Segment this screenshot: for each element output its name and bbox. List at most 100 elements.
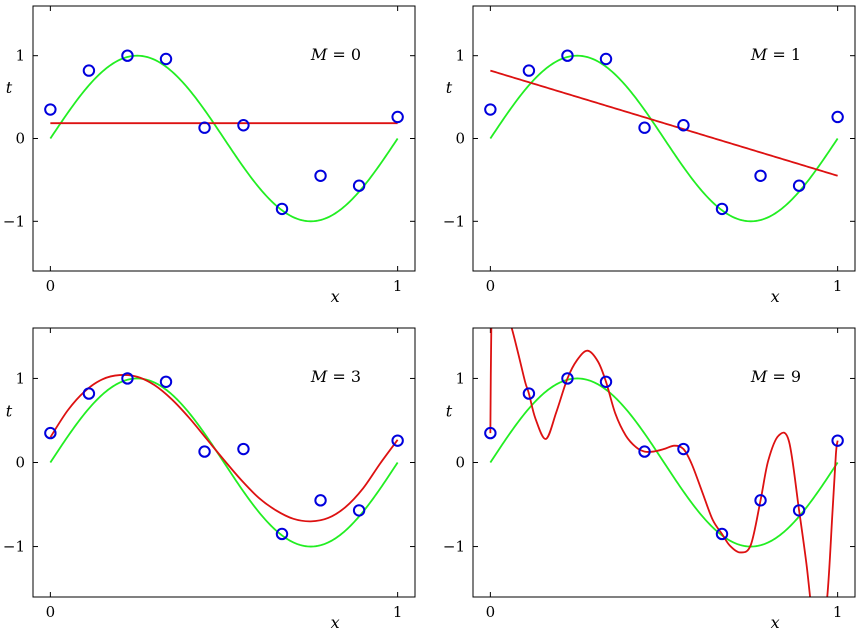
data-point <box>314 169 327 182</box>
data-point <box>522 387 536 400</box>
data-point <box>792 504 806 517</box>
y-axis-label: t <box>6 78 13 97</box>
data-point <box>314 494 327 507</box>
annotation-relation: = <box>327 367 351 386</box>
annotation-variable: M <box>750 367 768 386</box>
y-axis-label: t <box>446 401 453 420</box>
data-point <box>715 202 729 216</box>
data-point <box>561 372 574 385</box>
model-order-annotation: M = 1 <box>750 45 801 64</box>
plot-panel-2: 0 1 −1 0 1 x t M = 3 <box>3 327 416 630</box>
x-tick-label: 0 <box>486 277 496 295</box>
data-point <box>677 442 690 456</box>
data-point <box>677 119 690 132</box>
y-tick-label: 1 <box>455 369 465 387</box>
annotation-variable: M <box>750 45 768 64</box>
fitted-curve <box>49 374 399 523</box>
data-point <box>831 434 844 447</box>
data-point <box>159 375 173 388</box>
fitted-curve <box>489 328 839 597</box>
y-tick-label: 0 <box>455 130 465 148</box>
data-point <box>754 494 767 507</box>
data-point <box>792 179 806 192</box>
plot-panel-1: 0 1 −1 0 1 x t M = 1 <box>443 5 856 306</box>
model-order-annotation: M = 0 <box>310 45 361 64</box>
x-axis-label: x <box>771 287 780 306</box>
data-point <box>352 179 366 192</box>
fitted-curve <box>490 69 838 177</box>
data-point <box>638 121 651 134</box>
data-point <box>198 121 211 134</box>
plot-frame <box>32 5 416 272</box>
y-tick-label: 1 <box>15 47 25 65</box>
data-point <box>159 52 173 66</box>
x-tick-label: 1 <box>393 277 403 295</box>
plot-panel-3: 0 1 −1 0 1 x t M = 9 <box>443 327 856 630</box>
data-point <box>237 119 250 132</box>
annotation-variable: M <box>310 45 328 64</box>
annotation-relation: = <box>767 45 791 64</box>
plot-frame <box>32 327 416 598</box>
data-point <box>715 527 729 541</box>
x-tick-label: 1 <box>393 603 403 621</box>
data-point <box>198 445 211 458</box>
x-axis-label: x <box>331 287 340 306</box>
data-point <box>599 52 613 66</box>
data-point <box>237 442 250 456</box>
data-point <box>484 426 497 440</box>
data-point <box>484 103 497 116</box>
data-point <box>44 426 57 440</box>
annotation-value: 1 <box>791 45 801 64</box>
x-tick-label: 0 <box>46 277 56 295</box>
plot-panel-0: 0 1 −1 0 1 x t M = 0 <box>3 5 416 306</box>
data-point <box>561 49 574 62</box>
data-point <box>121 49 134 62</box>
plot-frame <box>472 5 856 272</box>
annotation-relation: = <box>767 367 791 386</box>
y-tick-label: 1 <box>455 47 465 65</box>
data-point <box>522 64 536 77</box>
y-tick-label: −1 <box>3 212 25 230</box>
y-axis-label: t <box>6 401 13 420</box>
plot-frame <box>472 327 856 598</box>
data-point <box>275 202 289 216</box>
true-function-curve <box>49 377 399 548</box>
true-function-curve <box>49 54 399 223</box>
annotation-value: 3 <box>351 367 361 386</box>
x-tick-label: 1 <box>833 603 843 621</box>
y-tick-label: −1 <box>3 538 25 556</box>
y-tick-label: 1 <box>15 369 25 387</box>
data-point <box>754 169 767 182</box>
annotation-relation: = <box>327 45 351 64</box>
data-point <box>352 504 366 517</box>
y-axis-label: t <box>446 78 453 97</box>
data-point <box>599 375 613 388</box>
y-tick-label: −1 <box>443 212 465 230</box>
true-function-curve <box>489 377 839 548</box>
annotation-value: 9 <box>791 367 801 386</box>
y-tick-label: 0 <box>15 130 25 148</box>
data-point <box>44 103 57 116</box>
x-tick-label: 0 <box>46 603 56 621</box>
data-point <box>638 445 651 458</box>
annotation-value: 0 <box>351 45 361 64</box>
x-axis-label: x <box>771 613 780 630</box>
y-tick-label: −1 <box>443 538 465 556</box>
y-tick-label: 0 <box>455 454 465 472</box>
annotation-variable: M <box>310 367 328 386</box>
true-function-curve <box>489 54 839 223</box>
data-point <box>391 434 404 447</box>
x-axis-label: x <box>331 613 340 630</box>
data-point <box>82 387 96 400</box>
data-point <box>82 64 96 77</box>
data-point <box>275 527 289 541</box>
data-point <box>391 110 404 124</box>
model-order-annotation: M = 3 <box>310 367 361 386</box>
data-point <box>121 372 134 385</box>
data-point <box>831 110 844 124</box>
model-order-annotation: M = 9 <box>750 367 801 386</box>
x-tick-label: 1 <box>833 277 843 295</box>
x-tick-label: 0 <box>486 603 496 621</box>
y-tick-label: 0 <box>15 454 25 472</box>
